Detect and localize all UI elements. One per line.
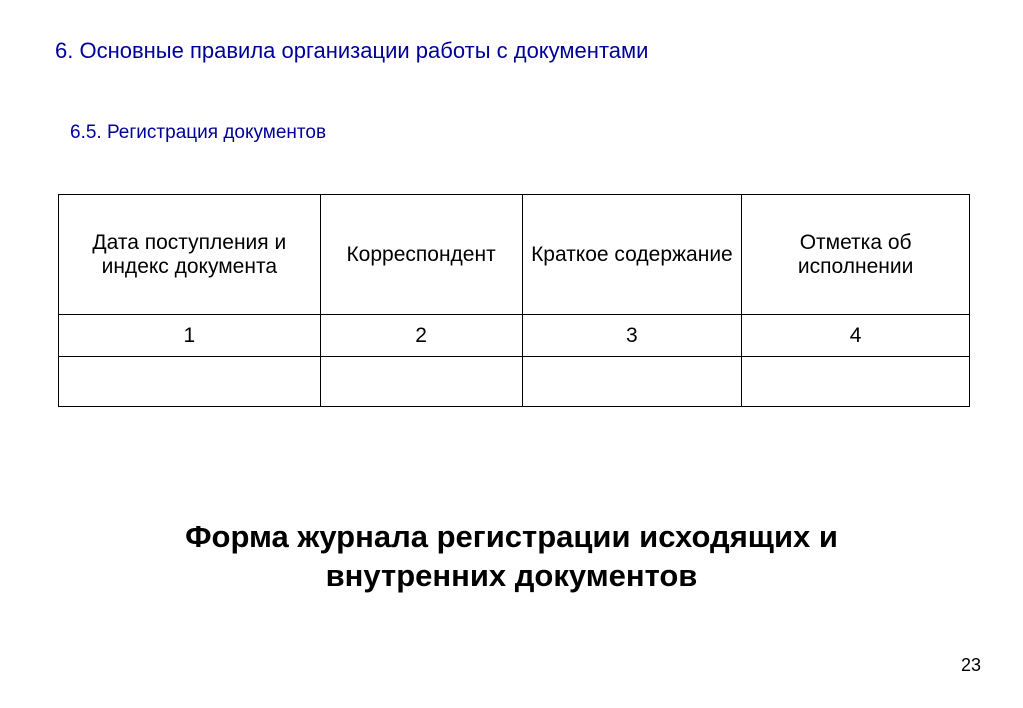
table-number-row: 1 2 3 4 — [59, 315, 970, 357]
table-empty-row — [59, 357, 970, 407]
column-header: Дата поступления и индекс документа — [59, 195, 321, 315]
column-number: 1 — [59, 315, 321, 357]
page-number: 23 — [961, 655, 981, 676]
table-cell — [522, 357, 742, 407]
main-title: Форма журнала регистрации исходящих и вн… — [0, 518, 1023, 596]
table-cell — [320, 357, 522, 407]
column-number: 4 — [742, 315, 970, 357]
table-header-row: Дата поступления и индекс документа Корр… — [59, 195, 970, 315]
section-heading: 6. Основные правила организации работы с… — [55, 38, 648, 64]
column-header: Краткое содержание — [522, 195, 742, 315]
column-header: Отметка об исполнении — [742, 195, 970, 315]
table-cell — [59, 357, 321, 407]
registration-table: Дата поступления и индекс документа Корр… — [58, 194, 970, 407]
column-number: 2 — [320, 315, 522, 357]
subsection-heading: 6.5. Регистрация документов — [70, 122, 326, 144]
column-header: Корреспондент — [320, 195, 522, 315]
table-cell — [742, 357, 970, 407]
column-number: 3 — [522, 315, 742, 357]
